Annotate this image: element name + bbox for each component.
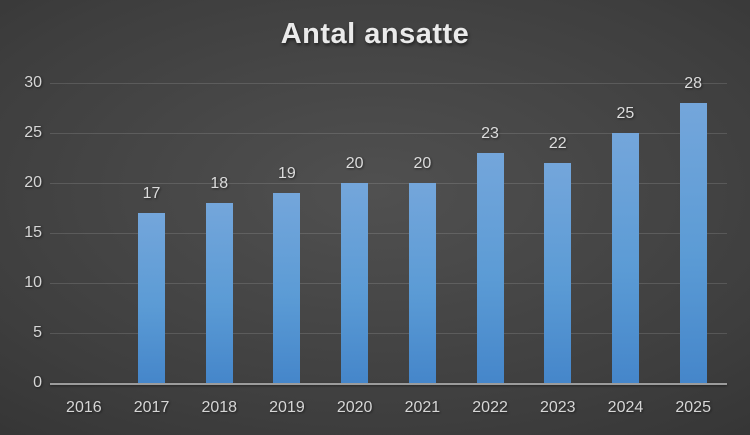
y-tick-label-15: 15 [24,224,42,241]
x-tick-label-2016: 2016 [66,399,102,416]
gridline-20 [50,183,727,184]
bar-value-label-2020: 20 [345,155,364,172]
x-axis-line [50,383,727,385]
gridline-5 [50,333,727,334]
bar-value-label-2024: 25 [616,105,635,122]
x-tick-label-2025: 2025 [675,399,711,416]
bar-2023 [544,163,572,383]
y-tick-label-0: 0 [33,374,42,391]
bar-2019 [273,193,301,383]
gridline-25 [50,133,727,134]
bar-value-label-2021: 20 [413,155,432,172]
bar-2024 [611,133,639,383]
x-tick-label-2018: 2018 [201,399,238,416]
gridline-10 [50,283,727,284]
y-axis-labels: 0 5 10 15 20 25 30 [0,74,42,403]
x-tick-label-2022: 2022 [472,399,508,416]
bar-value-label-2018: 18 [210,175,229,192]
bar-2020 [341,183,369,383]
y-tick-label-25: 25 [24,124,42,141]
x-tick-label-2023: 2023 [539,399,576,416]
bar-2018 [205,203,233,383]
bar-2022 [476,153,504,383]
y-tick-label-5: 5 [33,324,42,341]
y-tick-label-30: 30 [24,74,42,91]
bar-value-label-2022: 23 [481,125,499,142]
x-tick-label-2021: 2021 [404,399,441,416]
gridline-15 [50,233,727,234]
y-tick-label-10: 10 [24,274,42,291]
chart-title: Antal ansatte [280,18,470,50]
plot-area: 17 18 19 20 20 23 22 25 28 [50,75,727,385]
x-tick-label-2020: 2020 [336,399,373,416]
bar-value-label-2019: 19 [278,165,296,182]
x-tick-label-2017: 2017 [133,399,170,416]
bar-2017 [138,213,166,383]
y-tick-label-20: 20 [24,174,42,191]
bar-value-label-2017: 17 [142,185,161,202]
x-tick-label-2019: 2019 [269,399,305,416]
bar-value-label-2025: 28 [684,75,703,92]
bar-value-label-2023: 22 [548,135,567,152]
x-tick-label-2024: 2024 [607,399,644,416]
bar-2025 [679,103,707,383]
bar-2021 [408,183,436,383]
x-axis-labels: 2016 2017 2018 2019 2020 2021 2022 2023 2024 2025 [50,395,727,421]
gridline-30 [50,83,727,84]
